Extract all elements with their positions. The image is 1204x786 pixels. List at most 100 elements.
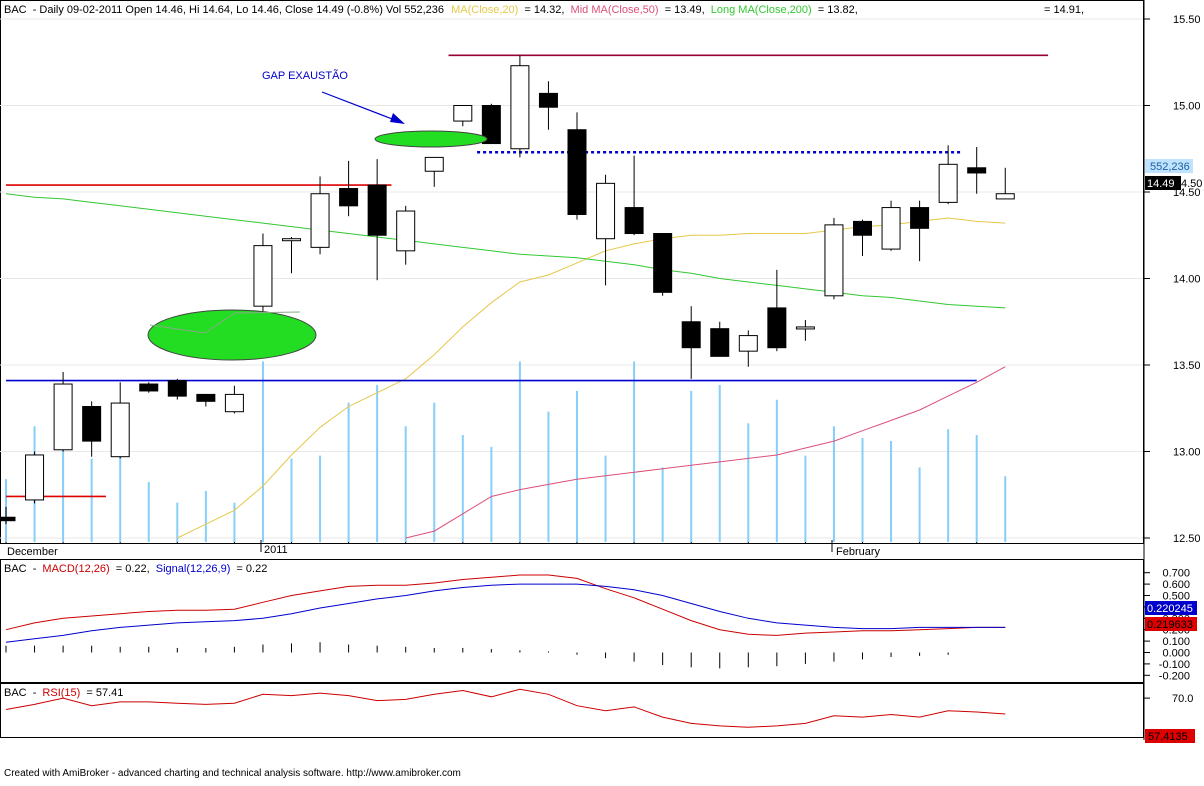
volume-bar (947, 429, 950, 542)
volume-bar (576, 390, 578, 542)
candle-body (710, 328, 730, 357)
candle-body (0, 516, 16, 522)
candle-body (853, 220, 872, 236)
candle-body (110, 402, 130, 458)
header-ma200-label: Long MA(Close,200) (711, 4, 812, 16)
candle-body (396, 210, 416, 252)
macd-pane-frame (0, 559, 1144, 683)
volume-bar (604, 455, 607, 542)
header-ma200-value: = 13.82, (818, 4, 858, 16)
volume-bar (490, 446, 493, 542)
candle-body (25, 454, 45, 501)
macd-lines (5, 574, 1006, 643)
volume-bar (718, 385, 721, 542)
x-label-2011: 2011 (264, 544, 288, 556)
volume-badge: 552,236 (1150, 161, 1190, 173)
candles (0, 55, 1015, 525)
candle-body (224, 393, 244, 413)
volume-bar (747, 423, 750, 542)
macd-header-value: = 0.22, (116, 563, 150, 575)
volume-bar (861, 438, 864, 542)
candle-body (767, 307, 787, 349)
macd-axis-label: 0.600 (1162, 579, 1190, 591)
macd-axis-label: 0.500 (1162, 591, 1190, 603)
candle-body (624, 207, 644, 235)
gap-arrow[interactable] (321, 91, 401, 123)
candle-body (339, 188, 359, 207)
candle-body (196, 393, 216, 402)
rsi-header-label: RSI(15) (42, 687, 80, 699)
volume-bar (832, 426, 835, 542)
signal-header-label: Signal(12,26,9) (156, 563, 231, 575)
volume-bar (90, 458, 93, 542)
macd-axis-label: -0.100 (1159, 659, 1190, 671)
candle-body (653, 233, 673, 293)
candle-body (824, 224, 844, 297)
price-axis-label: 13.00 (1173, 447, 1201, 459)
price-axis-label: 14.00 (1173, 274, 1201, 286)
candle-body (510, 65, 530, 150)
volume-bar (119, 446, 122, 542)
rsi-badge-bg (1145, 729, 1195, 743)
candle-body (881, 207, 901, 250)
macd-axis-label: -0.200 (1159, 670, 1190, 682)
volume-bar (319, 455, 322, 542)
header-ma20-label: MA(Close,20) (451, 4, 518, 16)
candle-body (167, 380, 187, 397)
header-ma50-label: Mid MA(Close,50) (571, 4, 659, 16)
volume-bar (518, 361, 521, 542)
candle-body (567, 129, 587, 215)
gap-arrow-head (390, 113, 405, 124)
ma-line (405, 366, 1006, 539)
gap-label: GAP EXAUSTÃO (262, 69, 348, 82)
price-axis-label: 13.50 (1173, 360, 1201, 372)
volume-bar (804, 455, 807, 542)
candle-body (310, 193, 330, 248)
gap-ellipse-lower[interactable] (147, 309, 317, 361)
rsi-header: BAC - RSI(15) = 57.41 (4, 687, 123, 699)
rsi-pane-frame (0, 683, 1144, 738)
candle-body (453, 105, 473, 122)
candle-body (738, 335, 758, 352)
rsi-header-value: = 57.41 (86, 687, 123, 699)
macd-badge: 0.220245 (1147, 603, 1193, 615)
header-ma50-value: = 13.49, (665, 4, 705, 16)
rsi-series-line (5, 688, 1006, 728)
macd-header-dash: - (33, 563, 37, 575)
header-ma20-value: = 14.32, (524, 4, 564, 16)
volume-bar (204, 490, 207, 542)
header-info: - Daily 09-02-2011 Open 14.46, Hi 14.64,… (33, 4, 444, 16)
candle-body (910, 207, 930, 229)
macd-header-label: MACD(12,26) (42, 563, 109, 575)
candle-body (681, 321, 701, 349)
gap-ellipse-upper[interactable] (374, 130, 488, 148)
macd-grid (5, 642, 949, 669)
candle-body (938, 163, 958, 203)
volume-bar (147, 482, 150, 542)
candle-body (53, 383, 73, 451)
signal-header-value: = 0.22 (236, 563, 267, 575)
candle-body (596, 182, 616, 240)
macd-header: BAC - MACD(12,26) = 0.22, Signal(12,26,9… (4, 563, 267, 575)
ellipse-scribble (149, 311, 301, 334)
rsi-header-dash: - (33, 687, 37, 699)
volume-bar (975, 435, 978, 542)
macd-axis-label: 0.000 (1162, 648, 1190, 660)
rsi-axis: 70.0 (1144, 693, 1193, 705)
volume-bar (176, 502, 179, 542)
candle-body (967, 167, 987, 174)
signal-badge: 0.219633 (1147, 619, 1193, 631)
candle-body (139, 383, 159, 392)
trend-lines (6, 54, 1049, 498)
candle-body (367, 184, 387, 236)
footer-credit: Created with AmiBroker - advanced charti… (4, 768, 461, 779)
macd-badge-bg (1145, 601, 1197, 615)
close-badge: 14.49 (1147, 178, 1175, 190)
volume-bar (290, 458, 293, 542)
x-label-february: February (836, 546, 881, 558)
candle-body (795, 326, 815, 330)
volume-bar (690, 390, 693, 542)
price-axis-label: 15.00 (1173, 101, 1201, 113)
